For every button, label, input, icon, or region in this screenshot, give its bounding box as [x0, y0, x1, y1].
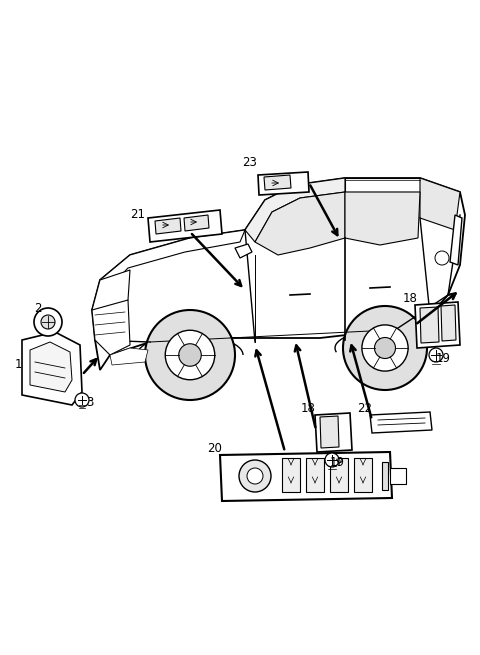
Polygon shape: [255, 192, 345, 255]
Circle shape: [41, 315, 55, 329]
Polygon shape: [100, 230, 245, 292]
Polygon shape: [92, 178, 465, 370]
Polygon shape: [235, 244, 252, 258]
Text: 20: 20: [207, 441, 222, 455]
Circle shape: [179, 344, 201, 366]
Polygon shape: [320, 416, 339, 448]
Text: 18: 18: [300, 402, 315, 415]
Text: 19: 19: [435, 352, 451, 364]
Polygon shape: [370, 412, 432, 433]
Polygon shape: [345, 178, 420, 192]
Text: 2: 2: [34, 301, 42, 314]
Circle shape: [343, 306, 427, 390]
Polygon shape: [264, 175, 291, 190]
Polygon shape: [220, 452, 392, 501]
Circle shape: [325, 453, 339, 467]
Polygon shape: [148, 210, 222, 242]
Circle shape: [165, 330, 215, 380]
Circle shape: [75, 393, 89, 407]
Polygon shape: [92, 300, 130, 355]
Polygon shape: [441, 305, 456, 341]
Polygon shape: [245, 178, 345, 242]
Polygon shape: [306, 458, 324, 492]
Circle shape: [239, 460, 271, 492]
Circle shape: [34, 308, 62, 336]
Circle shape: [362, 325, 408, 371]
Polygon shape: [258, 172, 309, 195]
Polygon shape: [420, 307, 439, 343]
Polygon shape: [30, 342, 72, 392]
Text: 23: 23: [242, 155, 257, 168]
Polygon shape: [420, 178, 460, 230]
Polygon shape: [345, 192, 420, 245]
Polygon shape: [92, 270, 130, 318]
Polygon shape: [450, 215, 462, 265]
Polygon shape: [382, 462, 388, 490]
Polygon shape: [155, 218, 181, 234]
Polygon shape: [415, 302, 460, 348]
Circle shape: [374, 337, 396, 358]
Polygon shape: [22, 332, 82, 405]
Text: 21: 21: [131, 208, 145, 221]
Polygon shape: [354, 458, 372, 492]
Polygon shape: [184, 215, 209, 231]
Circle shape: [247, 468, 263, 484]
Text: 18: 18: [403, 291, 418, 305]
Circle shape: [145, 310, 235, 400]
Polygon shape: [330, 458, 348, 492]
Polygon shape: [315, 413, 352, 452]
Polygon shape: [390, 468, 406, 484]
Polygon shape: [282, 458, 300, 492]
Polygon shape: [110, 348, 148, 365]
Circle shape: [429, 348, 443, 362]
Text: 19: 19: [329, 455, 345, 468]
Text: 22: 22: [358, 402, 372, 415]
Text: 1: 1: [14, 358, 22, 371]
Text: 3: 3: [86, 396, 94, 409]
